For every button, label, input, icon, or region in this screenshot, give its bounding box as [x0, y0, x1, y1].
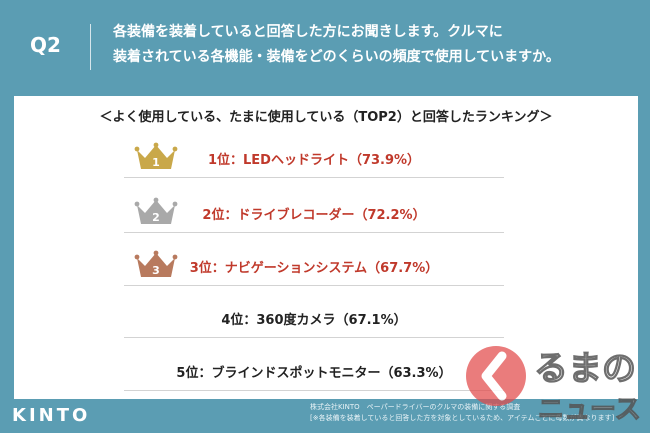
watermark-text-top: るまの	[534, 349, 636, 389]
ranking-row-2: 2 2位：ドライブレコーダー（72.2%）	[124, 193, 504, 233]
bronze-crown-icon: 3	[134, 250, 178, 277]
results-panel: ＜よく使用している、たまに使用している（TOP2）と回答したランキング＞ 1 1…	[14, 96, 638, 399]
credit-line-1: 株式会社KINTO ペーパードライバーのクルマの装備に関する調査	[310, 403, 521, 411]
header-divider	[90, 24, 91, 70]
ranking-text: 5位：ブラインドスポットモニター（63.3%）	[176, 366, 452, 381]
watermark-text-bottom: ニュース	[538, 395, 641, 425]
kinto-logo: KINTO	[12, 405, 91, 426]
gold-crown-icon: 1	[134, 142, 178, 169]
silver-crown-icon: 2	[134, 197, 178, 224]
ranking-text: 3位：ナビゲーションシステム（67.7%）	[189, 261, 439, 276]
credit-line-2: [※各装備を装着していると回答した方を対象としているため、アイテムごとに母数が異…	[310, 414, 615, 422]
question-line-2: 装着されている各機能・装備をどのくらいの頻度で使用していますか。	[113, 49, 560, 65]
credit-text: 株式会社KINTO ペーパードライバーのクルマの装備に関する調査 [※各装備を装…	[310, 402, 640, 424]
ranking-row-3: 3 3位：ナビゲーションシステム（67.7%）	[124, 246, 504, 286]
question-text: 各装備を装着していると回答した方にお聞きします。クルマに 装着されている各機能・…	[113, 20, 633, 70]
header: Q2 各装備を装着していると回答した方にお聞きします。クルマに 装着されている各…	[0, 0, 650, 92]
ranking-text: 4位：360度カメラ（67.1%）	[221, 313, 407, 328]
question-line-1: 各装備を装着していると回答した方にお聞きします。クルマに	[113, 24, 503, 40]
crown-number: 2	[152, 211, 160, 224]
ranking-text: 2位：ドライブレコーダー（72.2%）	[202, 208, 426, 223]
ranking-row-4: 4位：360度カメラ（67.1%）	[124, 298, 504, 338]
kuruma-no-news-watermark: るまの ニュース	[466, 346, 641, 426]
ranking-row-1: 1 1位：LEDヘッドライト（73.9%）	[124, 138, 504, 178]
crown-number: 1	[152, 156, 160, 169]
ranking-row-5: 5位：ブラインドスポットモニター（63.3%）	[124, 351, 504, 391]
crown-number: 3	[152, 264, 160, 277]
question-number: Q2	[30, 33, 61, 57]
ranking-subtitle: ＜よく使用している、たまに使用している（TOP2）と回答したランキング＞	[99, 110, 553, 125]
ranking-text: 1位：LEDヘッドライト（73.9%）	[207, 153, 421, 168]
